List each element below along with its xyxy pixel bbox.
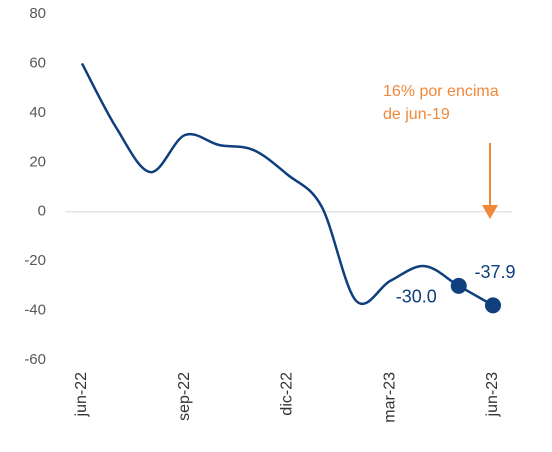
y-tick-label: 80 — [29, 5, 46, 22]
y-tick-label: -40 — [24, 302, 46, 319]
point-marker — [485, 297, 501, 314]
y-tick-label: -60 — [24, 351, 46, 368]
data-label: -37.9 — [474, 262, 515, 282]
y-tick-label: 0 — [38, 203, 46, 220]
annotation-arrowhead — [482, 205, 498, 219]
x-tick-label: sep-22 — [176, 372, 193, 421]
y-tick-label: 20 — [29, 153, 46, 170]
point-marker — [450, 277, 467, 294]
annotation-text: de jun-19 — [383, 106, 450, 123]
x-tick-label: dic-22 — [279, 372, 296, 416]
y-tick-label: 40 — [29, 104, 46, 121]
line — [80, 62, 494, 307]
x-tick-label: mar-23 — [381, 372, 398, 423]
data-label: -30.0 — [396, 287, 437, 307]
x-tick-label: jun-22 — [73, 372, 90, 418]
annotation-text: 16% por encima — [383, 83, 499, 100]
x-tick-label: jun-23 — [484, 372, 501, 418]
y-tick-label: -20 — [24, 252, 46, 269]
y-tick-label: 60 — [29, 54, 46, 71]
